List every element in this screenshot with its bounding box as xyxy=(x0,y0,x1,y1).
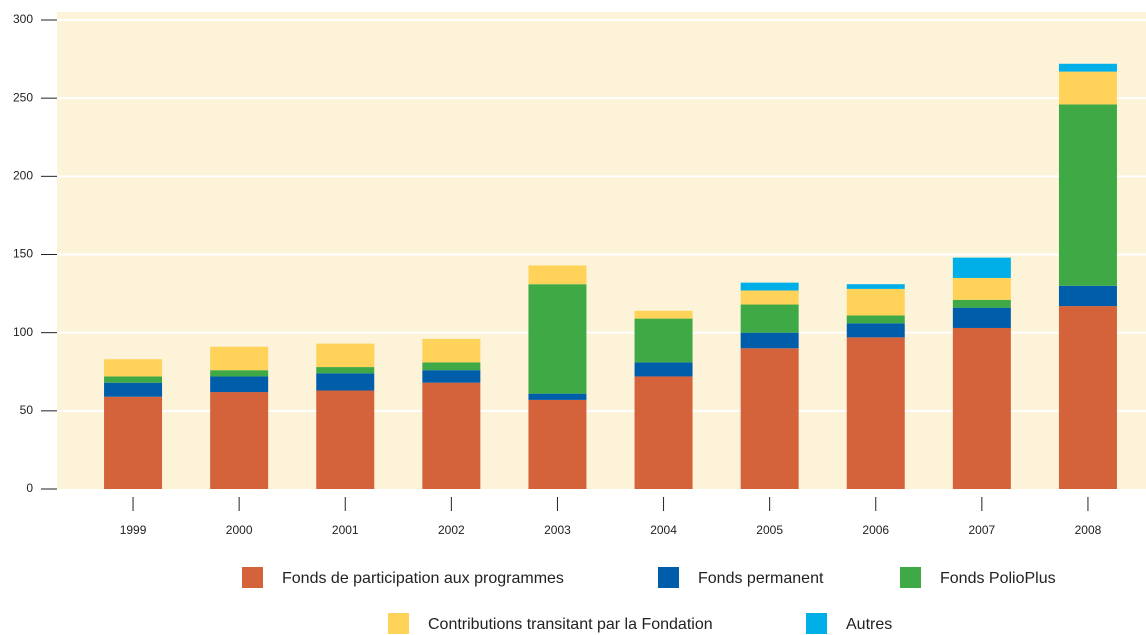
bar-segment xyxy=(1058,71,1117,105)
bar-segment xyxy=(316,373,375,391)
bar-segment xyxy=(1058,285,1117,307)
legend-swatch xyxy=(658,567,679,588)
x-tick-label: 2001 xyxy=(332,523,359,537)
bar-segment xyxy=(634,318,693,363)
bar-segment xyxy=(952,327,1011,489)
legend-swatch xyxy=(806,613,827,634)
bar-segment xyxy=(1058,306,1117,489)
bar-segment xyxy=(210,370,269,377)
bar-segment xyxy=(740,348,799,489)
x-tick-label: 2006 xyxy=(862,523,889,537)
bar-segment xyxy=(952,307,1011,328)
y-tick-label: 50 xyxy=(20,403,34,417)
bar-segment xyxy=(210,376,269,393)
bar-segment xyxy=(1058,63,1117,72)
x-tick-label: 2005 xyxy=(756,523,783,537)
legend-swatch xyxy=(388,613,409,634)
legend-label: Fonds de participation aux programmes xyxy=(282,570,564,587)
bar-segment xyxy=(952,277,1011,300)
x-tick-label: 2004 xyxy=(650,523,677,537)
y-tick-label: 0 xyxy=(26,481,33,495)
bar-segment xyxy=(634,362,693,377)
x-tick-label: 2000 xyxy=(226,523,253,537)
bar-segment xyxy=(952,257,1011,278)
bar-segment xyxy=(316,367,375,374)
x-tick-label: 1999 xyxy=(120,523,147,537)
bar-segment xyxy=(740,304,799,333)
bar-segment xyxy=(210,346,269,371)
legend-label: Contributions transitant par la Fondatio… xyxy=(428,616,713,633)
bar-segment xyxy=(740,290,799,305)
bar-segment xyxy=(1058,104,1117,286)
bar-segment xyxy=(210,392,269,489)
bar-segment xyxy=(634,310,693,319)
bar-segment xyxy=(104,382,163,397)
bar-segment xyxy=(104,396,163,489)
bar-segment xyxy=(528,265,587,285)
bar-segment xyxy=(952,299,1011,308)
bar-segment xyxy=(634,376,693,489)
bar-segment xyxy=(846,284,905,289)
y-tick-label: 150 xyxy=(13,247,33,261)
bar-segment xyxy=(316,390,375,489)
y-tick-label: 300 xyxy=(13,12,33,26)
bar-segment xyxy=(104,376,163,383)
bar-segment xyxy=(422,362,481,371)
legend-swatch xyxy=(242,567,263,588)
y-tick-label: 200 xyxy=(13,169,33,183)
bar-segment xyxy=(422,338,481,363)
bar-segment xyxy=(316,343,375,368)
y-tick-label: 100 xyxy=(13,325,33,339)
bar-segment xyxy=(104,359,163,377)
y-tick-label: 250 xyxy=(13,90,33,104)
x-tick-label: 2002 xyxy=(438,523,465,537)
legend-label: Fonds PolioPlus xyxy=(940,570,1056,587)
bar-segment xyxy=(528,284,587,394)
legend-label: Autres xyxy=(846,616,892,633)
bar-segment xyxy=(422,382,481,489)
x-tick-label: 2007 xyxy=(968,523,995,537)
bar-segment xyxy=(740,282,799,291)
legend-label: Fonds permanent xyxy=(698,570,824,587)
bar-segment xyxy=(846,323,905,338)
bar-segment xyxy=(846,337,905,489)
bar-segment xyxy=(846,315,905,324)
bar-segment xyxy=(740,332,799,349)
x-tick-label: 2008 xyxy=(1075,523,1102,537)
bar-segment xyxy=(528,399,587,489)
bar-segment xyxy=(422,370,481,383)
legend-swatch xyxy=(900,567,921,588)
bar-segment xyxy=(528,393,587,400)
bar-segment xyxy=(846,288,905,316)
x-tick-label: 2003 xyxy=(544,523,571,537)
